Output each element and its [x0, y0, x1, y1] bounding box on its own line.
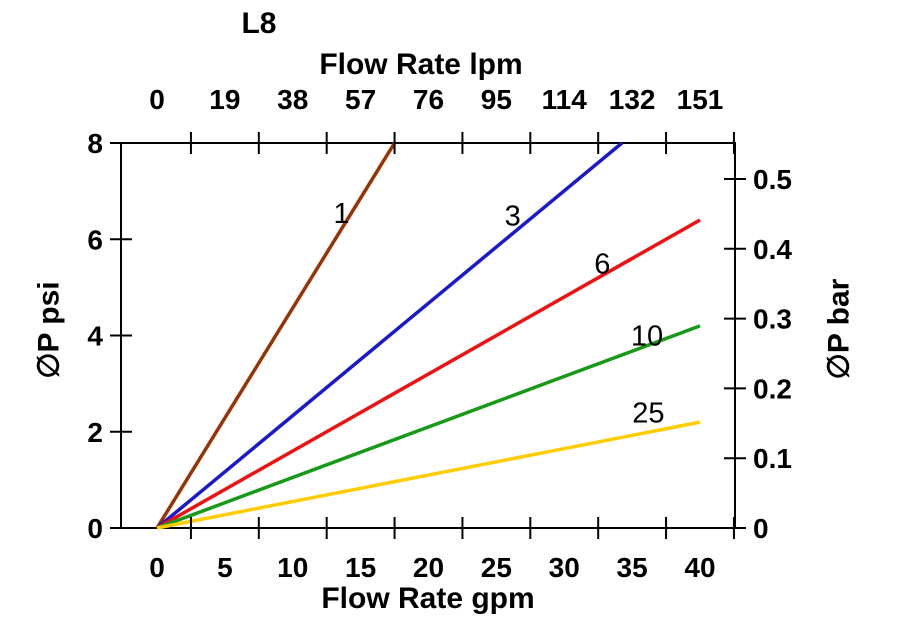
bottom-tick-label: 5 — [217, 552, 233, 583]
top-tick-label: 38 — [277, 84, 308, 115]
series-curve-labels: 1 3 6 10 25 — [334, 198, 665, 430]
axis-tick-marks — [110, 132, 746, 539]
top-tick-label: 132 — [609, 84, 656, 115]
series-label-3: 3 — [505, 200, 521, 232]
left-axis-label: ∅P psi — [33, 281, 66, 378]
bottom-tick-label: 40 — [684, 552, 715, 583]
bottom-tick-label: 15 — [345, 552, 376, 583]
series-label-10: 10 — [631, 321, 663, 353]
right-tick-label: 0.1 — [753, 443, 792, 474]
series-line-25 — [156, 420, 701, 530]
series-label-6: 6 — [594, 248, 610, 280]
left-tick-label: 0 — [87, 513, 103, 544]
series-line-10 — [156, 324, 701, 530]
series-line-1 — [155, 142, 397, 529]
bottom-axis-label: Flow Rate gpm — [321, 582, 534, 615]
right-tick-label: 0.5 — [753, 164, 792, 195]
right-tick-label: 0.2 — [753, 373, 792, 404]
right-tick-label: 0.3 — [753, 304, 792, 335]
top-tick-label: 151 — [677, 84, 724, 115]
right-axis-label: ∅P bar — [823, 278, 856, 379]
bottom-tick-label: 20 — [413, 552, 444, 583]
chart-title: L8 — [241, 7, 276, 40]
top-axis-label: Flow Rate lpm — [319, 48, 522, 81]
top-tick-label: 57 — [345, 84, 376, 115]
series-lines — [155, 141, 701, 530]
top-tick-label: 0 — [149, 84, 165, 115]
top-tick-label: 95 — [481, 84, 512, 115]
left-tick-label: 4 — [87, 321, 103, 352]
right-tick-label: 0 — [753, 513, 769, 544]
left-tick-label: 8 — [87, 128, 103, 159]
left-tick-label: 6 — [87, 224, 103, 255]
right-tick-label: 0.4 — [753, 234, 792, 265]
bottom-tick-label: 30 — [549, 552, 580, 583]
top-tick-label: 19 — [209, 84, 240, 115]
bottom-tick-label: 35 — [617, 552, 648, 583]
left-tick-label: 2 — [87, 417, 103, 448]
bottom-tick-label: 0 — [149, 552, 165, 583]
series-line-3 — [155, 141, 624, 530]
bottom-tick-label: 10 — [277, 552, 308, 583]
axis-tick-labels: 0019538105715762095251143013235151400246… — [87, 84, 792, 583]
bottom-tick-label: 25 — [481, 552, 512, 583]
series-line-6 — [156, 218, 701, 530]
top-tick-label: 114 — [542, 84, 588, 115]
series-label-1: 1 — [334, 198, 350, 230]
series-label-25: 25 — [632, 398, 664, 430]
top-tick-label: 76 — [413, 84, 444, 115]
